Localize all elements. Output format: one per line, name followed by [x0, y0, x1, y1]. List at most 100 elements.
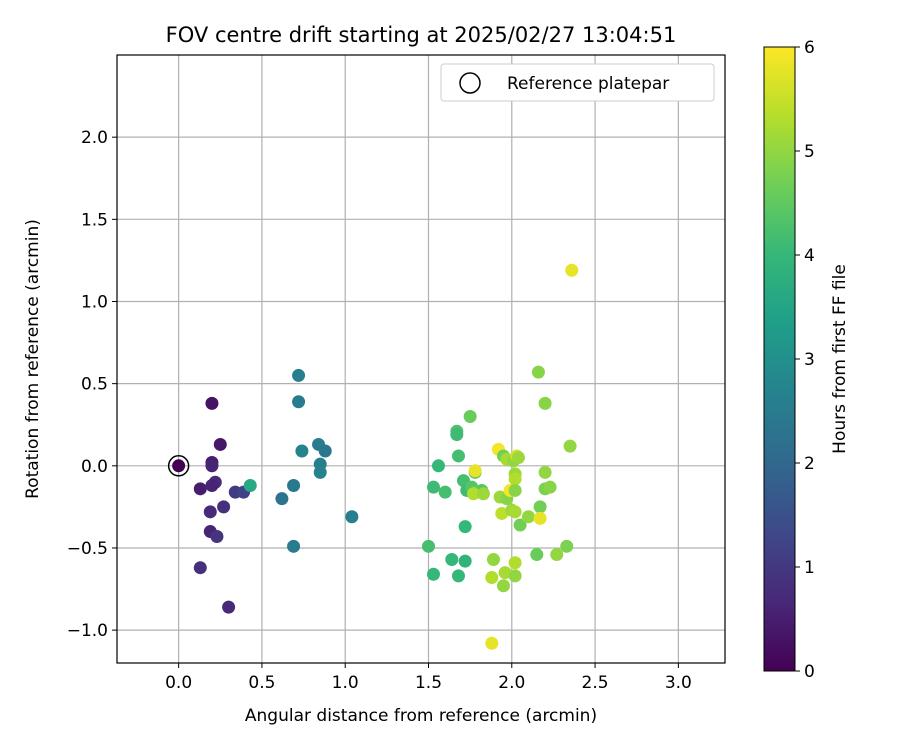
data-point — [458, 520, 472, 534]
data-point — [538, 396, 552, 410]
data-point — [205, 479, 219, 493]
y-axis-ticks: −1.0 −0.5 0.0 0.5 1.0 1.5 2.0 — [67, 128, 117, 641]
y-tick-label: 0.5 — [81, 375, 108, 395]
y-tick-label: 2.0 — [81, 128, 108, 148]
x-tick-label: 2.0 — [498, 673, 525, 693]
data-point — [466, 487, 480, 501]
colorbar-tick-label: 0 — [804, 662, 815, 682]
data-point — [531, 365, 545, 379]
data-point — [217, 500, 231, 514]
data-point — [292, 368, 306, 382]
data-point — [508, 505, 522, 519]
colorbar-tick-label: 4 — [804, 246, 815, 266]
x-tick-label: 0.5 — [248, 673, 275, 693]
legend-box — [440, 63, 715, 102]
data-point — [431, 459, 445, 473]
data-point — [445, 552, 459, 566]
y-tick-label: −0.5 — [67, 539, 108, 559]
colorbar-ticks: 0 1 2 3 4 5 6 — [795, 38, 815, 682]
data-point — [172, 459, 186, 473]
data-point — [550, 548, 564, 562]
data-point — [543, 480, 557, 494]
y-tick-label: 1.0 — [81, 292, 108, 312]
x-axis-ticks: 0.0 0.5 1.0 1.5 2.0 2.5 3.0 — [165, 663, 692, 693]
data-point — [275, 492, 289, 506]
data-point — [450, 428, 464, 442]
data-point — [426, 480, 440, 494]
data-point — [521, 510, 535, 524]
data-point — [485, 636, 499, 650]
colorbar-tick-label: 5 — [804, 142, 815, 162]
data-point — [193, 561, 207, 575]
data-point — [476, 487, 490, 501]
data-point — [318, 444, 332, 458]
data-point — [292, 395, 306, 409]
data-point — [210, 529, 224, 543]
data-point — [205, 396, 219, 410]
data-point — [563, 439, 577, 453]
data-point — [313, 465, 327, 479]
data-point — [287, 539, 301, 553]
data-point — [530, 548, 544, 562]
colorbar-tick-label: 6 — [804, 38, 815, 58]
legend-entry-reference-platepar: Reference platepar — [507, 74, 669, 94]
data-point — [508, 556, 522, 570]
data-point — [495, 506, 509, 520]
data-point — [538, 465, 552, 479]
data-point — [485, 571, 499, 585]
data-point — [508, 483, 522, 497]
data-point — [468, 464, 482, 478]
colorbar-tick-label: 2 — [804, 454, 815, 474]
colorbar-tick-label: 1 — [804, 558, 815, 578]
reference-platepar-marker — [167, 455, 190, 477]
data-point — [486, 552, 500, 566]
data-point — [243, 479, 257, 493]
data-point — [533, 500, 547, 514]
y-tick-label: 1.5 — [81, 210, 108, 230]
data-point — [451, 569, 465, 583]
x-tick-label: 0.0 — [165, 673, 192, 693]
data-point — [451, 449, 465, 463]
data-point — [496, 579, 510, 593]
data-point — [213, 437, 227, 451]
data-point — [345, 510, 359, 524]
data-point — [498, 566, 512, 580]
data-point — [421, 539, 435, 553]
x-tick-label: 3.0 — [665, 673, 692, 693]
data-point — [426, 567, 440, 581]
colorbar-tick-label: 3 — [804, 350, 815, 370]
data-point — [222, 600, 236, 614]
data-point — [511, 451, 525, 465]
data-point — [560, 539, 574, 553]
legend-marker-icon — [459, 72, 481, 94]
data-points — [172, 263, 579, 650]
colorbar-gradient — [763, 46, 796, 672]
data-point — [438, 485, 452, 499]
x-axis-label: Angular distance from reference (arcmin) — [245, 706, 597, 726]
data-point — [463, 410, 477, 424]
data-point — [565, 263, 579, 277]
chart-title: FOV centre drift starting at 2025/02/27 … — [166, 23, 677, 47]
grid-lines — [117, 55, 725, 663]
data-point — [205, 459, 219, 473]
colorbar-label: Hours from first FF file — [830, 264, 850, 454]
y-axis-label: Rotation from reference (arcmin) — [23, 219, 43, 499]
x-tick-label: 1.5 — [415, 673, 442, 693]
x-tick-label: 1.0 — [332, 673, 359, 693]
data-point — [295, 444, 309, 458]
y-tick-label: 0.0 — [81, 457, 108, 477]
data-point — [287, 479, 301, 493]
plot-frame — [116, 54, 726, 664]
data-point — [203, 505, 217, 519]
data-point — [508, 472, 522, 486]
data-point — [458, 554, 472, 568]
data-point — [193, 482, 207, 496]
y-tick-label: −1.0 — [67, 621, 108, 641]
data-point — [513, 518, 527, 532]
legend: Reference platepar — [440, 63, 715, 102]
x-tick-label: 2.5 — [582, 673, 609, 693]
data-point — [533, 511, 547, 525]
colorbar: 0 1 2 3 4 5 6 Hours from first FF file — [763, 38, 850, 682]
data-point — [508, 569, 522, 583]
